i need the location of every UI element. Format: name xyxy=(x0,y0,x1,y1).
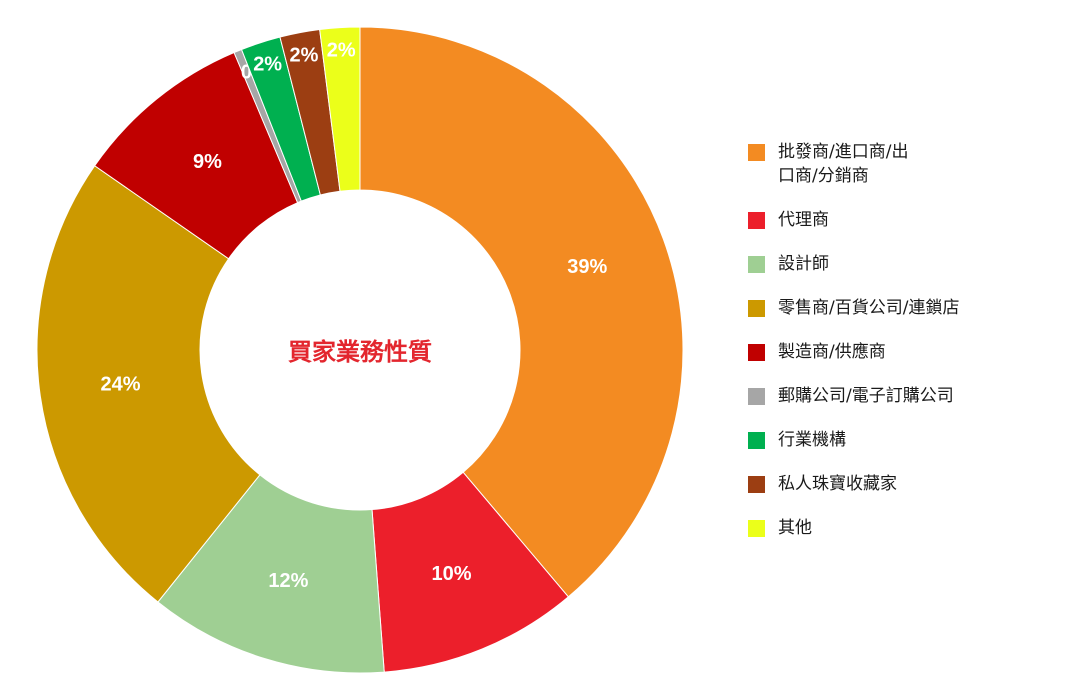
legend-swatch xyxy=(748,144,765,161)
legend-item: 行業機構 xyxy=(748,428,1068,452)
legend-label: 設計師 xyxy=(778,254,829,274)
legend-swatch xyxy=(748,476,765,493)
legend-label: 郵購公司/電子訂購公司 xyxy=(778,386,954,406)
legend-item: 零售商/百貨公司/連鎖店 xyxy=(748,296,1068,320)
slice xyxy=(36,165,261,603)
slice xyxy=(157,474,385,674)
legend-label: 私人珠寶收藏家 xyxy=(778,474,897,494)
slice-label: 2% xyxy=(290,44,319,66)
legend-item: 其他 xyxy=(748,516,1068,540)
legend-swatch xyxy=(748,212,765,229)
legend-item: 批發商/進口商/出口商/分銷商 xyxy=(748,140,1068,188)
legend-label: 製造商/供應商 xyxy=(778,342,886,362)
slice-label: 10% xyxy=(432,563,472,585)
legend-item: 設計師 xyxy=(748,252,1068,276)
slice xyxy=(319,26,361,192)
legend-swatch xyxy=(748,432,765,449)
slice-label: 2% xyxy=(253,54,282,76)
slice-label: 39% xyxy=(567,256,607,278)
slice-label: 12% xyxy=(268,570,308,592)
legend-item: 代理商 xyxy=(748,208,1068,232)
slice-label: 2% xyxy=(327,40,356,62)
legend-swatch xyxy=(748,388,765,405)
legend-item: 郵購公司/電子訂購公司 xyxy=(748,384,1068,408)
legend-swatch xyxy=(748,344,765,361)
legend-item: 私人珠寶收藏家 xyxy=(748,472,1068,496)
slice-label: 24% xyxy=(100,374,140,396)
legend-swatch xyxy=(748,256,765,273)
legend-label: 其他 xyxy=(778,518,812,538)
legend-item: 製造商/供應商 xyxy=(748,340,1068,364)
legend-label: 行業機構 xyxy=(778,430,846,450)
legend-swatch xyxy=(748,520,765,537)
legend-label: 代理商 xyxy=(778,210,829,230)
slice-label: 9% xyxy=(193,151,222,173)
legend-swatch xyxy=(748,300,765,317)
legend-label: 批發商/進口商/出口商/分銷商 xyxy=(778,142,909,186)
chart-title: 買家業務性質 xyxy=(288,338,432,366)
slice-label: 0 xyxy=(241,61,252,83)
legend: 批發商/進口商/出口商/分銷商代理商設計師零售商/百貨公司/連鎖店 製造商/供應商… xyxy=(748,140,1068,560)
slice xyxy=(359,26,684,598)
slices: 39%10%12%24%9%0 2% 2% 2% xyxy=(36,26,684,674)
legend-label: 零售商/百貨公司/連鎖店 xyxy=(778,298,960,318)
